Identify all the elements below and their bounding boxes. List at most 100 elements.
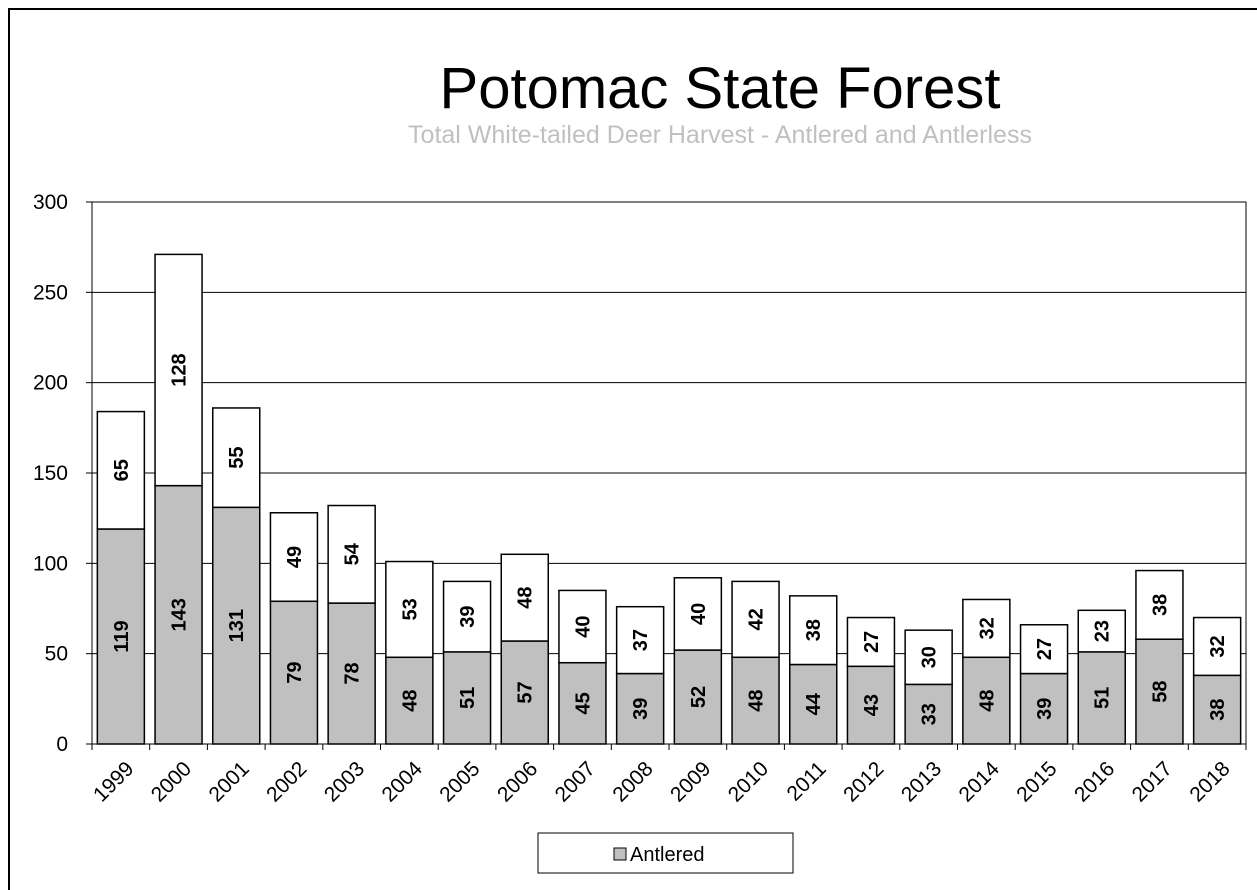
bar-antlered-2003 <box>327 602 376 745</box>
bar-antlered-2006 <box>500 640 549 745</box>
bar-upper-segment-2018 <box>1192 616 1242 677</box>
x-tick-label-2006: 2006 <box>493 757 542 806</box>
data-label-antlered-2006: 57 <box>515 681 537 703</box>
data-label-upper-segment-2014: 32 <box>976 617 998 639</box>
x-tick-label-2002: 2002 <box>262 757 311 806</box>
bar-upper-segment-2006 <box>500 553 549 642</box>
bar-upper-segment-2010 <box>731 580 780 659</box>
data-label-upper-segment-2001: 55 <box>226 447 248 469</box>
x-tick-label-2007: 2007 <box>551 757 600 806</box>
data-label-antlered-2016: 51 <box>1092 687 1114 709</box>
data-label-upper-segment-2004: 53 <box>399 598 421 620</box>
y-tick-label-200: 200 <box>33 372 68 395</box>
x-tick-label-2009: 2009 <box>666 757 715 806</box>
bar-upper-segment-1999 <box>96 410 146 530</box>
data-label-upper-segment-2005: 39 <box>457 606 479 628</box>
bar-antlered-2012 <box>846 665 896 745</box>
bar-upper-segment-2009 <box>673 577 723 651</box>
data-label-upper-segment-2017: 38 <box>1149 594 1171 616</box>
y-tick-label-100: 100 <box>33 552 68 575</box>
x-tick-label-2015: 2015 <box>1012 757 1061 806</box>
x-tick-label-2016: 2016 <box>1070 757 1119 806</box>
data-label-upper-segment-2003: 54 <box>342 542 364 565</box>
bar-upper-segment-2001 <box>212 407 261 509</box>
bar-antlered-2010 <box>731 656 780 745</box>
x-tick-label-2000: 2000 <box>147 757 196 806</box>
data-label-antlered-2003: 78 <box>342 662 364 684</box>
legend-label-antlered: Antlered <box>630 844 705 866</box>
bar-antlered-2013 <box>904 683 953 745</box>
bar-antlered-2011 <box>789 663 838 745</box>
data-label-upper-segment-2015: 27 <box>1034 638 1056 660</box>
data-label-upper-segment-1999: 65 <box>111 459 133 481</box>
bar-upper-segment-2000 <box>154 253 203 487</box>
x-tick-label-2017: 2017 <box>1128 757 1177 806</box>
x-tick-label-2013: 2013 <box>897 757 946 806</box>
gridlines <box>92 201 1246 745</box>
data-label-upper-segment-2012: 27 <box>861 631 883 653</box>
bar-upper-segment-2008 <box>615 605 665 675</box>
bar-antlered-2002 <box>269 600 319 745</box>
y-tick-label-0: 0 <box>56 733 68 756</box>
bar-upper-segment-2007 <box>558 589 607 664</box>
data-label-antlered-2004: 48 <box>399 690 421 712</box>
x-tick-label-2010: 2010 <box>724 757 773 806</box>
y-axis: 0 50 100 150 200 250 300 <box>33 191 92 756</box>
bar-upper-segment-2003 <box>327 504 376 604</box>
y-tick-label-50: 50 <box>45 643 68 666</box>
y-tick-label-250: 250 <box>33 281 68 304</box>
data-label-upper-segment-2018: 32 <box>1207 635 1229 657</box>
y-tick-label-150: 150 <box>33 462 68 485</box>
data-label-antlered-2007: 45 <box>572 692 594 714</box>
data-label-antlered-2001: 131 <box>226 609 248 642</box>
bar-upper-segment-2013 <box>904 629 953 686</box>
data-label-antlered-2018: 38 <box>1207 699 1229 721</box>
data-label-antlered-2000: 143 <box>169 598 191 631</box>
bar-antlered-2004 <box>385 656 434 745</box>
plot-area-frame <box>91 201 1247 745</box>
bar-upper-segment-2005 <box>442 580 492 653</box>
data-label-antlered-2005: 51 <box>457 687 479 709</box>
data-label-antlered-2013: 33 <box>919 703 941 725</box>
bar-upper-segment-2015 <box>1019 624 1069 675</box>
data-label-upper-segment-2011: 38 <box>803 619 825 641</box>
data-label-antlered-1999: 119 <box>111 620 133 652</box>
x-tick-label-1999: 1999 <box>89 757 138 806</box>
x-tick-label-2011: 2011 <box>783 757 831 805</box>
data-label-upper-segment-2006: 48 <box>515 587 537 609</box>
x-tick-label-2008: 2008 <box>608 757 657 806</box>
data-label-upper-segment-2000: 128 <box>169 353 191 386</box>
data-label-antlered-2010: 48 <box>746 690 768 712</box>
data-label-antlered-2011: 44 <box>803 692 825 715</box>
x-tick-label-2001: 2001 <box>204 757 253 806</box>
data-label-antlered-2012: 43 <box>861 694 883 716</box>
chart-subtitle: Total White-tailed Deer Harvest - Antler… <box>408 121 1032 149</box>
bar-upper-segment-2012 <box>846 616 896 668</box>
data-label-upper-segment-2009: 40 <box>688 603 710 625</box>
chart-container: Potomac State Forest Total White-tailed … <box>8 8 1257 890</box>
data-label-antlered-2008: 39 <box>630 698 652 720</box>
harvest-chart: Potomac State Forest Total White-tailed … <box>33 56 1247 874</box>
x-tick-label-2003: 2003 <box>320 757 369 806</box>
bar-upper-segment-2017 <box>1135 569 1184 640</box>
legend-box <box>537 832 794 874</box>
chart-title: Potomac State Forest <box>440 56 1001 121</box>
data-label-upper-segment-2013: 30 <box>919 646 941 668</box>
data-label-upper-segment-2008: 37 <box>630 629 652 651</box>
data-label-upper-segment-2016: 23 <box>1092 620 1114 642</box>
bar-antlered-2018 <box>1192 674 1242 745</box>
data-label-antlered-2009: 52 <box>688 686 710 708</box>
bar-upper-segment-2011 <box>789 595 838 666</box>
legend: Antlered <box>537 832 794 874</box>
y-tick-label-300: 300 <box>33 191 68 214</box>
data-label-upper-segment-2010: 42 <box>746 608 768 630</box>
data-label-antlered-2014: 48 <box>976 690 998 712</box>
data-label-antlered-2017: 58 <box>1149 680 1171 702</box>
x-axis: 1999 2000 2001 2002 2003 2004 2005 2006 2007 2008… <box>89 744 1247 807</box>
x-tick-label-2004: 2004 <box>378 757 428 807</box>
bar-upper-segment-2002 <box>269 511 319 603</box>
data-label-antlered-2002: 79 <box>284 662 306 684</box>
bars: 119 65 143 128 131 55 79 49 78 54 48 53 51 39 57 48 45 40… <box>96 253 1242 745</box>
x-tick-label-2014: 2014 <box>955 757 1005 807</box>
data-label-antlered-2015: 39 <box>1034 698 1056 720</box>
